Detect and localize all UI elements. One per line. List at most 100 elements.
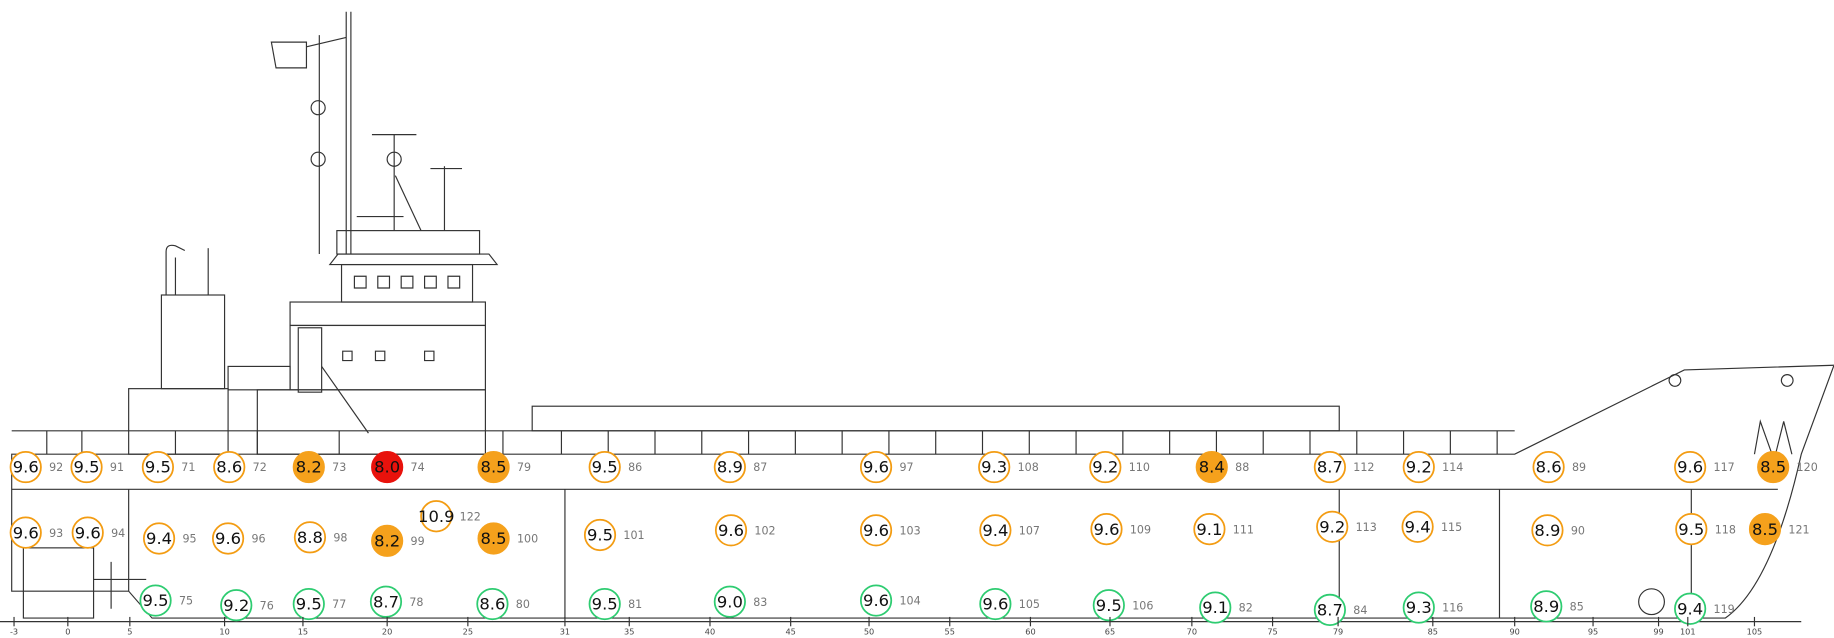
thickness-value: 9.6 [13,523,39,542]
thickness-value: 8.0 [374,458,400,477]
thickness-value: 9.5 [1096,596,1122,615]
point-id: 99 [411,535,425,548]
measurement-point: 8.8 98 [295,522,348,552]
ruler-label: 20 [382,627,392,637]
point-id: 75 [179,595,193,608]
point-id: 121 [1788,523,1809,536]
point-id: 96 [251,533,265,546]
point-id: 71 [181,461,195,474]
thickness-value: 8.9 [1533,597,1559,616]
point-id: 105 [1019,598,1040,611]
thickness-value: 9.6 [1093,520,1119,539]
point-id: 91 [110,461,124,474]
thickness-value: 8.5 [481,529,507,548]
thickness-value: 9.5 [145,458,171,477]
thickness-value: 9.3 [1406,598,1432,617]
measurement-point: 8.680 [477,589,530,619]
thickness-value: 9.6 [75,523,101,542]
ruler-label: 0 [65,627,70,637]
thickness-value: 9.2 [1319,517,1345,536]
point-id: 94 [111,527,125,540]
thickness-value: 9.3 [981,458,1007,477]
point-id: 82 [1239,602,1253,615]
thickness-value: 8.5 [1760,458,1786,477]
point-id: 98 [333,531,347,544]
point-id: 78 [409,596,423,609]
measurement-point: 8.5 120 [1758,452,1818,482]
ruler-label: 40 [705,627,715,637]
point-id: 83 [753,596,767,609]
ruler-label: 55 [945,627,955,637]
thickness-value: 9.6 [1677,458,1703,477]
thickness-value: 9.6 [718,521,744,540]
measurement-point: 9.591 [71,452,124,482]
thickness-value: 8.4 [1199,458,1225,477]
measurement-point: 9.276 [221,590,274,620]
point-id: 80 [516,598,530,611]
ruler-label: 10 [219,627,229,637]
ship-diagram: 9.6929.5919.5718.6728.2738.0748.5799.586… [0,0,1834,638]
measurement-point: 9.5 86 [590,452,643,482]
ruler-label: -3 [10,627,18,637]
measurement-point: 9.5118 [1676,514,1736,544]
point-id: 79 [517,461,531,474]
thickness-value: 8.2 [296,458,322,477]
ruler-label: 65 [1105,627,1115,637]
thickness-value: 8.5 [1752,520,1778,539]
ruler-label: 25 [463,627,473,637]
point-id: 88 [1235,461,1249,474]
point-id: 116 [1442,602,1463,615]
measurement-point: 8.7 84 [1315,595,1368,625]
thickness-value: 9.5 [592,595,618,614]
point-id: 97 [899,461,913,474]
measurement-point: 9.6 117 [1675,452,1735,482]
thickness-value: 9.4 [1677,599,1703,618]
measurement-point: 9.693 [11,517,64,547]
measurement-point: 9.2114 [1404,452,1464,482]
thickness-value: 9.5 [143,591,169,610]
measurement-point: 9.4115 [1402,512,1462,542]
measurement-point: 8.4 88 [1197,452,1250,482]
thickness-value: 8.7 [1317,601,1343,620]
thickness-value: 8.6 [216,458,242,477]
ruler-label: 95 [1588,627,1598,637]
point-id: 77 [332,598,346,611]
thickness-value: 9.6 [215,529,241,548]
point-id: 117 [1714,461,1735,474]
thickness-value: 9.2 [223,596,249,615]
point-id: 92 [49,461,63,474]
point-id: 120 [1797,461,1818,474]
thickness-value: 8.7 [373,592,399,611]
thickness-value: 8.8 [297,528,323,547]
ruler-label: 70 [1187,627,1197,637]
thickness-value: 9.5 [592,458,618,477]
point-id: 115 [1441,521,1462,534]
measurement-point: 8.579 [478,452,531,482]
point-id: 86 [628,461,642,474]
ruler-label: 31 [560,627,570,637]
measurement-point: 9.4119 [1675,594,1735,624]
thickness-value: 9.5 [587,526,613,545]
point-id: 106 [1132,599,1153,612]
thickness-value: 9.1 [1196,520,1222,539]
measurement-point: 8.7112 [1315,452,1375,482]
point-id: 85 [1570,601,1584,614]
measurement-point: 8.273 [294,452,347,482]
measurement-point: 9.495 [144,523,197,553]
thickness-value: 8.2 [374,532,400,551]
point-id: 95 [182,533,196,546]
point-id: 84 [1353,604,1367,617]
thickness-value: 9.2 [1092,458,1118,477]
point-id: 89 [1572,461,1586,474]
ruler-label: 99 [1653,627,1663,637]
measurement-point: 9.5 75 [140,585,193,615]
